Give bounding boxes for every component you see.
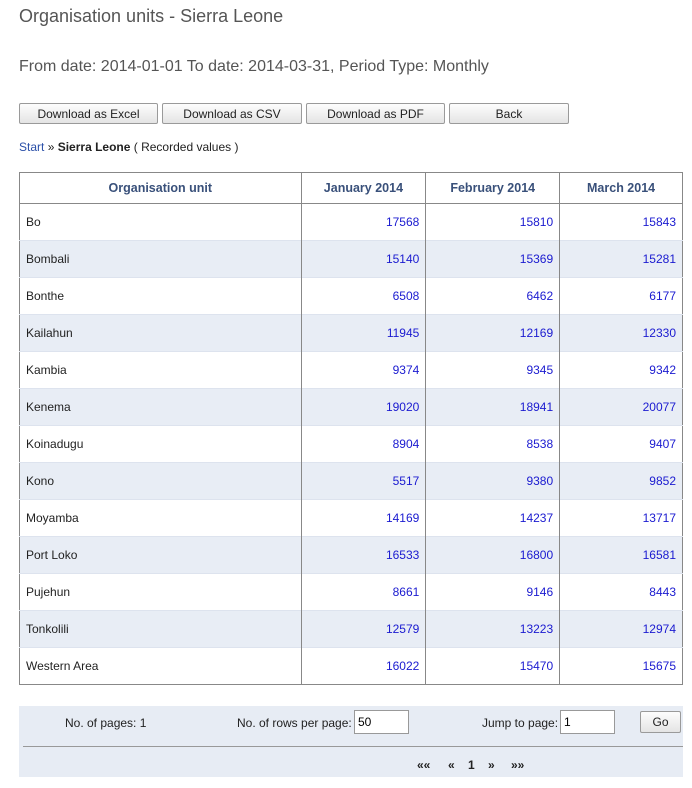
march-value[interactable]: 16581 xyxy=(559,536,683,574)
table-row: Moyamba 14169 14237 13717 xyxy=(19,499,683,537)
footer-divider xyxy=(23,746,683,747)
january-value[interactable]: 14169 xyxy=(300,499,426,537)
rows-per-page-input[interactable] xyxy=(354,710,409,734)
january-value[interactable]: 17568 xyxy=(300,203,426,241)
january-value[interactable]: 8904 xyxy=(300,425,426,463)
february-value[interactable]: 16800 xyxy=(425,536,560,574)
org-unit-name: Pujehun xyxy=(19,573,302,611)
org-unit-name: Moyamba xyxy=(19,499,302,537)
march-value[interactable]: 6177 xyxy=(559,277,683,315)
table-row: Western Area 16022 15470 15675 xyxy=(19,647,683,685)
next-page-link[interactable]: » xyxy=(488,758,495,772)
breadcrumb-current: Sierra Leone xyxy=(57,140,131,154)
org-unit-name: Bo xyxy=(19,203,302,241)
january-value[interactable]: 8661 xyxy=(300,573,426,611)
march-value[interactable]: 9852 xyxy=(559,462,683,500)
february-value[interactable]: 15810 xyxy=(425,203,560,241)
page-title: Organisation units - Sierra Leone xyxy=(19,6,284,26)
february-value[interactable]: 15470 xyxy=(425,647,560,685)
march-value[interactable]: 12974 xyxy=(559,610,683,648)
february-value[interactable]: 14237 xyxy=(425,499,560,537)
column-header-org-unit: Organisation unit xyxy=(19,172,302,204)
org-unit-name: Kambia xyxy=(19,351,302,389)
breadcrumb: Start » Sierra Leone ( Recorded values ) xyxy=(19,140,238,154)
table-row: Tonkolili 12579 13223 12974 xyxy=(19,610,683,648)
org-unit-name: Bonthe xyxy=(19,277,302,315)
org-units-table: Organisation unit January 2014 February … xyxy=(19,172,683,685)
february-value[interactable]: 12169 xyxy=(425,314,560,352)
january-value[interactable]: 16533 xyxy=(300,536,426,574)
report-subtitle: From date: 2014-01-01 To date: 2014-03-3… xyxy=(19,58,489,75)
march-value[interactable]: 15281 xyxy=(559,240,683,278)
march-value[interactable]: 9407 xyxy=(559,425,683,463)
march-value[interactable]: 12330 xyxy=(559,314,683,352)
download-toolbar: Download as Excel Download as CSV Downlo… xyxy=(19,103,569,124)
february-value[interactable]: 18941 xyxy=(425,388,560,426)
pagination-footer: No. of pages: 1 No. of rows per page: Ju… xyxy=(19,706,683,777)
org-unit-name: Kenema xyxy=(19,388,302,426)
table-row: Koinadugu 8904 8538 9407 xyxy=(19,425,683,463)
march-value[interactable]: 13717 xyxy=(559,499,683,537)
download-pdf-button[interactable]: Download as PDF xyxy=(306,103,445,124)
org-unit-name: Kailahun xyxy=(19,314,302,352)
table-row: Bonthe 6508 6462 6177 xyxy=(19,277,683,315)
table-row: Kenema 19020 18941 20077 xyxy=(19,388,683,426)
table-row: Kambia 9374 9345 9342 xyxy=(19,351,683,389)
march-value[interactable]: 9342 xyxy=(559,351,683,389)
jump-to-page-label: Jump to page: xyxy=(482,716,559,730)
download-csv-button[interactable]: Download as CSV xyxy=(162,103,302,124)
table-header-row: Organisation unit January 2014 February … xyxy=(19,172,683,204)
table-row: Kailahun 11945 12169 12330 xyxy=(19,314,683,352)
february-value[interactable]: 9380 xyxy=(425,462,560,500)
rows-per-page-label: No. of rows per page: xyxy=(237,716,352,730)
table-row: Kono 5517 9380 9852 xyxy=(19,462,683,500)
table-row: Port Loko 16533 16800 16581 xyxy=(19,536,683,574)
february-value[interactable]: 13223 xyxy=(425,610,560,648)
go-button[interactable]: Go xyxy=(640,711,681,733)
breadcrumb-note: ( Recorded values ) xyxy=(133,140,239,154)
pages-count-label: No. of pages: 1 xyxy=(65,716,147,730)
february-value[interactable]: 9345 xyxy=(425,351,560,389)
column-header-january: January 2014 xyxy=(300,172,426,204)
january-value[interactable]: 12579 xyxy=(300,610,426,648)
org-unit-name: Koinadugu xyxy=(19,425,302,463)
march-value[interactable]: 20077 xyxy=(559,388,683,426)
february-value[interactable]: 9146 xyxy=(425,573,560,611)
january-value[interactable]: 15140 xyxy=(300,240,426,278)
table-row: Bombali 15140 15369 15281 xyxy=(19,240,683,278)
breadcrumb-start-link[interactable]: Start xyxy=(19,140,45,154)
january-value[interactable]: 11945 xyxy=(300,314,426,352)
table-row: Bo 17568 15810 15843 xyxy=(19,203,683,241)
org-unit-name: Port Loko xyxy=(19,536,302,574)
back-button[interactable]: Back xyxy=(449,103,569,124)
january-value[interactable]: 16022 xyxy=(300,647,426,685)
prev-page-link[interactable]: « xyxy=(448,758,455,772)
february-value[interactable]: 6462 xyxy=(425,277,560,315)
first-page-link[interactable]: «« xyxy=(417,758,431,772)
pager: «« « 1 » »» xyxy=(417,758,531,772)
org-unit-name: Western Area xyxy=(19,647,302,685)
download-excel-button[interactable]: Download as Excel xyxy=(19,103,158,124)
table-row: Pujehun 8661 9146 8443 xyxy=(19,573,683,611)
org-unit-name: Bombali xyxy=(19,240,302,278)
january-value[interactable]: 6508 xyxy=(300,277,426,315)
march-value[interactable]: 8443 xyxy=(559,573,683,611)
february-value[interactable]: 15369 xyxy=(425,240,560,278)
march-value[interactable]: 15675 xyxy=(559,647,683,685)
january-value[interactable]: 19020 xyxy=(300,388,426,426)
january-value[interactable]: 9374 xyxy=(300,351,426,389)
column-header-march: March 2014 xyxy=(559,172,683,204)
current-page-number: 1 xyxy=(468,758,475,772)
march-value[interactable]: 15843 xyxy=(559,203,683,241)
jump-to-page-input[interactable] xyxy=(560,710,615,734)
column-header-february: February 2014 xyxy=(425,172,560,204)
february-value[interactable]: 8538 xyxy=(425,425,560,463)
january-value[interactable]: 5517 xyxy=(300,462,426,500)
org-unit-name: Tonkolili xyxy=(19,610,302,648)
org-unit-name: Kono xyxy=(19,462,302,500)
last-page-link[interactable]: »» xyxy=(511,758,525,772)
breadcrumb-separator: » xyxy=(47,140,55,154)
